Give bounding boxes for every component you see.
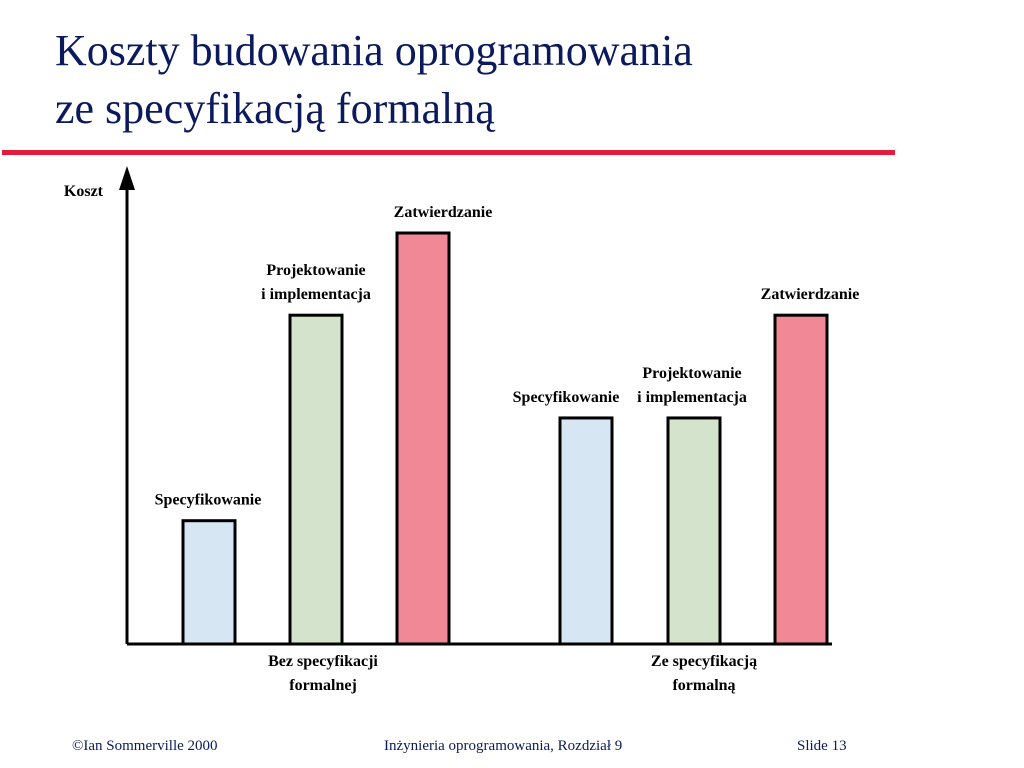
bar-design-group-1 [288, 313, 344, 646]
group-label-2-line-2: formalną [672, 677, 735, 694]
bar-label-validation-group-2-line-1: Zatwierdzanie [761, 286, 860, 303]
bar-specification-group-2 [558, 416, 614, 646]
bar-label-validation-group-1-line-1: Zatwierdzanie [394, 204, 493, 221]
bar-validation-group-2 [773, 313, 829, 646]
bar-validation-group-1 [395, 231, 451, 646]
bar-label-design-group-1-line-1: Projektowanie [266, 262, 365, 279]
bar-label-design-group-1-line-2: i implementacja [261, 286, 371, 303]
y-axis-arrowhead [119, 166, 135, 190]
slide-title-line-1: Koszty budowania oprogramowania [55, 26, 693, 75]
slide-title: Koszty budowania oprogramowania ze specy… [55, 22, 955, 138]
bar-specification-group-1 [181, 519, 237, 646]
bar-label-design-group-2-line-2: i implementacja [637, 389, 747, 406]
footer-slide-number: Slide 13 [797, 738, 847, 754]
footer-course: Inżynieria oprogramowania, Rozdział 9 [384, 738, 623, 754]
slide-title-line-2: ze specyfikacją formalną [55, 84, 495, 133]
bar-label-design-group-2-line-1: Projektowanie [642, 365, 741, 382]
y-axis-label: Koszt [64, 183, 104, 200]
group-label-2-line-1: Ze specyfikacją [651, 653, 757, 670]
bar-label-specification-group-2-line-1: Specyfikowanie [513, 389, 620, 406]
group-label-1-line-1: Bez specyfikacji [268, 653, 378, 670]
bar-design-group-2 [666, 416, 722, 646]
footer-copyright: ©Ian Sommerville 2000 [72, 738, 218, 754]
group-label-1-line-2: formalnej [289, 677, 357, 694]
title-underline [2, 150, 895, 155]
bar-label-specification-group-1-line-1: Specyfikowanie [155, 492, 262, 509]
